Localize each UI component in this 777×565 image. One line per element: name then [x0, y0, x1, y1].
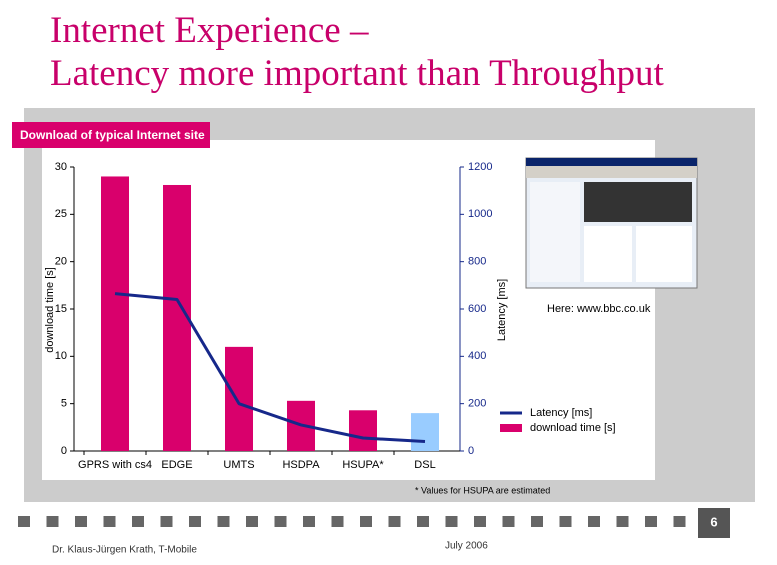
decor-square	[616, 516, 629, 527]
decor-square	[18, 516, 30, 527]
y-tick-label: 20	[55, 256, 67, 268]
y-tick-label: 5	[61, 398, 67, 410]
y2-axis-title: Latency [ms]	[496, 279, 508, 341]
y-tick-label: 0	[61, 445, 67, 457]
x-tick-label: UMTS	[223, 459, 254, 471]
decor-square	[189, 516, 201, 527]
y-tick-label: 25	[55, 208, 67, 220]
y-tick-label: 15	[55, 303, 67, 315]
decor-square	[75, 516, 87, 527]
decor-square	[132, 516, 144, 527]
decor-square	[417, 516, 429, 527]
screenshot-caption: Here: www.bbc.co.uk	[547, 303, 651, 315]
decor-square	[559, 516, 572, 527]
x-tick-label: HSDPA	[282, 459, 320, 471]
x-tick-label: DSL	[414, 459, 435, 471]
decor-square	[502, 516, 515, 527]
date: July 2006	[445, 541, 488, 552]
decor-square	[673, 516, 686, 527]
decor-square	[274, 516, 287, 527]
site-screenshot	[525, 157, 698, 289]
legend-label: download time [s]	[530, 422, 616, 434]
x-tick-label: HSUPA*	[342, 459, 384, 471]
legend-label: Latency [ms]	[530, 407, 592, 419]
y2-tick-label: 800	[468, 256, 486, 268]
bar	[101, 176, 129, 451]
slide-title: Internet Experience –	[50, 10, 369, 51]
page-number-box	[698, 508, 730, 538]
decor-square	[160, 516, 173, 527]
x-tick-label: GPRS with cs4	[78, 459, 152, 471]
banner	[12, 122, 210, 148]
y-tick-label: 10	[55, 350, 67, 362]
decor-square	[388, 516, 401, 527]
legend-swatch	[500, 424, 522, 432]
page-number: 6	[710, 514, 717, 529]
banner-text: Download of typical Internet site	[20, 128, 205, 142]
line	[114, 292, 426, 444]
decor-square	[303, 516, 315, 527]
y2-tick-label: 1000	[468, 208, 492, 220]
x-tick-label: EDGE	[161, 459, 192, 471]
decor-square	[103, 516, 116, 527]
decor-square	[645, 516, 657, 527]
decor-square	[445, 516, 458, 527]
bar	[411, 413, 439, 451]
y2-tick-label: 200	[468, 398, 486, 410]
slide-title: Latency more important than Throughput	[50, 53, 664, 94]
footnote: * Values for HSUPA are estimated	[415, 485, 550, 495]
bar	[349, 410, 377, 451]
decor-square	[46, 516, 59, 527]
y2-tick-label: 400	[468, 350, 486, 362]
y2-tick-label: 600	[468, 303, 486, 315]
y2-tick-label: 1200	[468, 161, 492, 173]
y-tick-label: 30	[55, 161, 67, 173]
author: Dr. Klaus-Jürgen Krath, T-Mobile	[52, 545, 197, 556]
decor-square	[531, 516, 543, 527]
y2-tick-label: 0	[468, 445, 474, 457]
decor-square	[474, 516, 486, 527]
decor-square	[246, 516, 258, 527]
y-axis-title: download time [s]	[44, 267, 56, 353]
bar	[225, 346, 253, 451]
decor-square	[588, 516, 600, 527]
decor-square	[217, 516, 230, 527]
decor-square	[360, 516, 372, 527]
decor-square	[331, 516, 344, 527]
decor-squares	[18, 516, 686, 527]
